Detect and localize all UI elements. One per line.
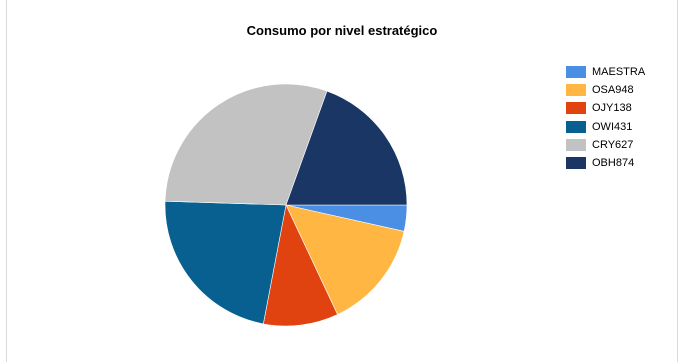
pie-slice-owi431 [164, 200, 287, 325]
legend-item-maestra: MAESTRA [566, 63, 666, 81]
legend-swatch [566, 120, 586, 133]
legend-label: CRY627 [592, 138, 634, 151]
pie-slice-ojy138 [262, 204, 338, 327]
legend-swatch [566, 84, 586, 97]
legend-label: MAESTRA [592, 66, 646, 79]
legend-item-osa948: OSA948 [566, 81, 666, 99]
legend-item-obh874: OBH874 [566, 154, 666, 172]
pie-slice-osa948 [285, 204, 405, 315]
legend-swatch [566, 157, 586, 170]
legend-swatch [566, 138, 586, 151]
legend-swatch [566, 102, 586, 115]
chart-legend: MAESTRA OSA948 OJY138 OWI431 CRY627 OBH874 [566, 63, 666, 172]
legend-label: OWI431 [592, 120, 633, 133]
legend-swatch [566, 66, 586, 79]
legend-label: OJY138 [592, 102, 632, 115]
pie-slice-cry627 [164, 83, 328, 206]
legend-item-cry627: CRY627 [566, 136, 666, 154]
chart-title: Consumo por nivel estratégico [246, 23, 438, 38]
legend-item-owi431: OWI431 [566, 118, 666, 136]
pie-slice-obh874 [285, 90, 408, 206]
legend-item-ojy138: OJY138 [566, 99, 666, 117]
legend-label: OSA948 [592, 84, 634, 97]
legend-label: OBH874 [592, 157, 635, 170]
